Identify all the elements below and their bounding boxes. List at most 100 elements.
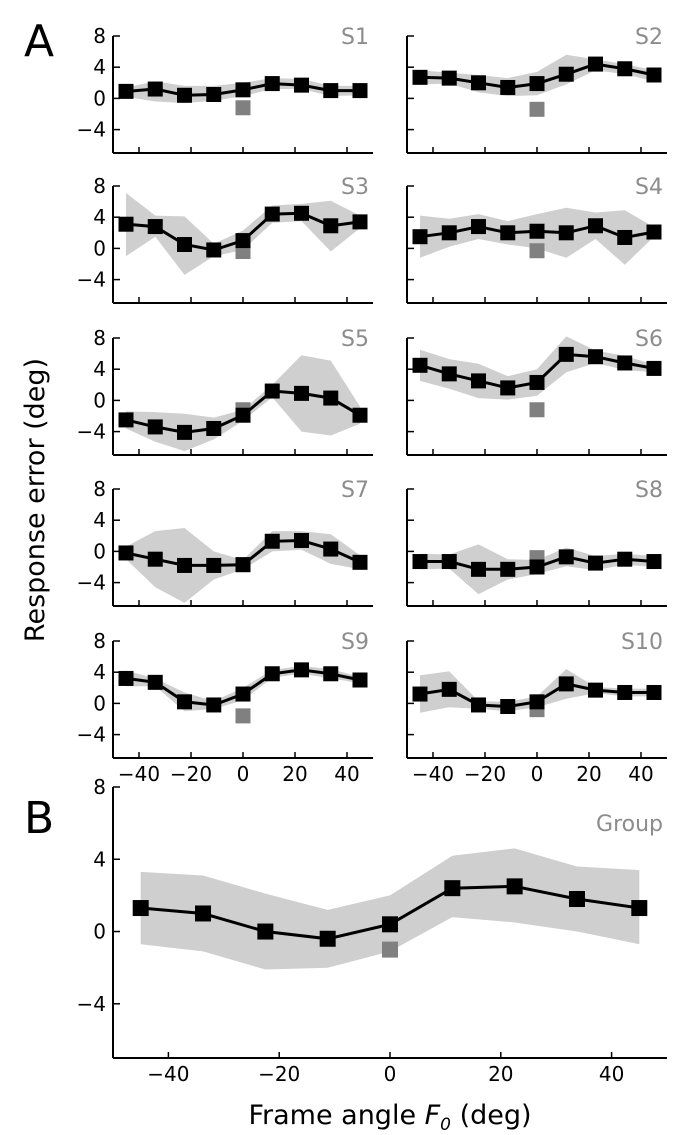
y-tick-label: 0 [93, 920, 106, 944]
data-point [441, 225, 457, 241]
data-point [412, 229, 428, 245]
y-tick-label: 4 [93, 847, 106, 871]
data-point [588, 555, 603, 571]
data-point [147, 419, 163, 435]
x-tick-label: 0 [531, 762, 544, 786]
x-tick-label: 0 [384, 1062, 397, 1086]
baseline-point [529, 243, 545, 259]
subject-label: S8 [635, 478, 663, 503]
data-point [147, 674, 163, 690]
data-point [412, 686, 428, 702]
data-point [257, 923, 274, 940]
y-tick-label: 0 [93, 388, 106, 412]
x-tick-label: −20 [464, 762, 506, 786]
data-point [352, 83, 368, 99]
subject-label: S10 [621, 630, 663, 655]
data-point [147, 551, 163, 567]
data-point [506, 878, 523, 895]
data-point [646, 224, 662, 240]
data-point [118, 412, 134, 428]
y-tick-label: 0 [93, 236, 106, 260]
data-point [471, 373, 486, 389]
y-tick-label: −4 [77, 268, 106, 292]
y-tick-label: 4 [93, 508, 106, 532]
y-tick-label: −4 [77, 420, 106, 444]
data-point [471, 561, 486, 577]
y-tick-label: 8 [93, 174, 106, 198]
data-point [471, 219, 486, 235]
x-tick-label: −40 [118, 762, 160, 786]
x-tick-label: 40 [628, 762, 653, 786]
data-point [206, 697, 222, 713]
data-point [323, 218, 339, 234]
data-point [529, 559, 545, 575]
data-point [264, 383, 280, 399]
x-tick-label: 40 [334, 762, 359, 786]
baseline-point [382, 941, 398, 958]
data-point [352, 407, 368, 423]
subject-label: S9 [341, 630, 369, 655]
data-point [235, 407, 251, 423]
data-point [235, 686, 251, 702]
data-point [206, 87, 222, 102]
data-point [444, 880, 461, 897]
data-point [617, 684, 633, 700]
data-point [631, 900, 648, 917]
data-point [382, 916, 398, 933]
data-point [441, 366, 457, 382]
y-tick-label: −4 [77, 571, 106, 595]
x-axis-label: Frame angle F0 (deg) [248, 1100, 531, 1135]
data-point [558, 549, 574, 565]
data-point [558, 346, 574, 362]
data-point [617, 229, 633, 245]
data-point [264, 206, 280, 222]
data-point [441, 554, 457, 570]
data-point [323, 541, 339, 557]
data-point [617, 355, 633, 371]
data-point [235, 82, 251, 98]
data-point [471, 697, 486, 713]
data-point [264, 76, 280, 92]
y-tick-label: 8 [93, 775, 106, 799]
data-point [147, 219, 163, 235]
data-point [294, 662, 309, 678]
data-point [294, 205, 309, 221]
data-point [412, 357, 428, 373]
panel-s3: −4 0 4 8 S3 [77, 174, 373, 304]
y-tick-label: 8 [93, 477, 106, 501]
baseline-point [235, 100, 251, 116]
data-point [646, 360, 662, 376]
data-point [529, 374, 545, 390]
y-tick-label: −4 [77, 992, 106, 1016]
data-point [235, 233, 251, 249]
subject-label: S7 [341, 478, 369, 503]
data-point [588, 218, 603, 234]
data-point [206, 420, 222, 436]
data-point [177, 424, 192, 440]
data-point [500, 225, 516, 241]
data-point [294, 385, 309, 401]
data-point [118, 545, 134, 561]
panel-s4: S4 [406, 175, 667, 304]
data-point [646, 684, 662, 700]
baseline-point [235, 708, 251, 724]
data-point [206, 242, 222, 258]
y-tick-label: 4 [93, 357, 106, 381]
data-point [588, 349, 603, 365]
data-point [206, 557, 222, 573]
panel-s5: −4 0 4 8 S5 [77, 326, 373, 456]
data-point [177, 237, 192, 252]
data-point [352, 554, 368, 570]
data-point [118, 670, 134, 686]
data-point [264, 666, 280, 682]
data-point [147, 81, 163, 97]
data-point [529, 76, 545, 92]
x-tick-label: −20 [258, 1062, 300, 1086]
data-point [118, 83, 134, 99]
y-tick-label: 8 [93, 629, 106, 653]
subject-label: S1 [341, 25, 369, 50]
y-tick-label: −4 [77, 723, 106, 747]
data-point [319, 930, 336, 947]
